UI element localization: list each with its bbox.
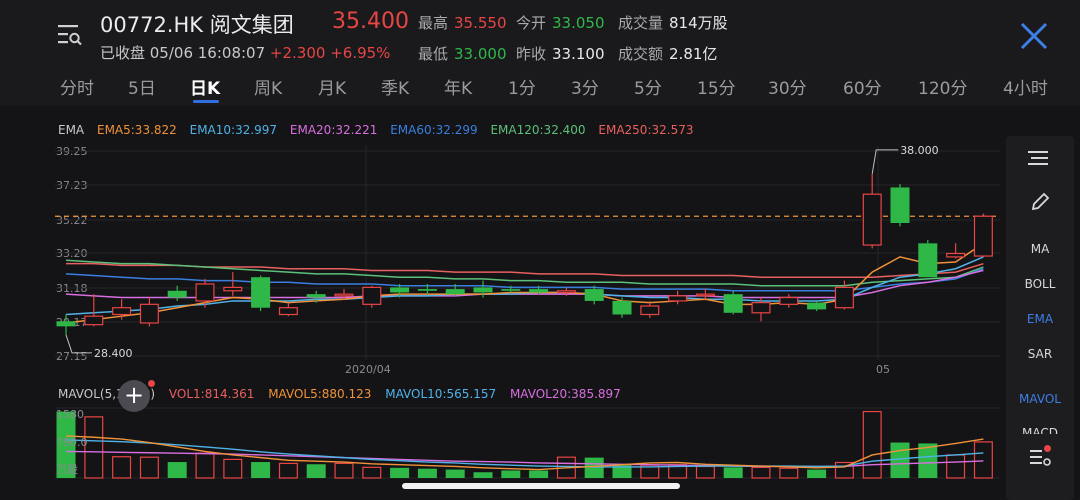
vol-tick: 1580 xyxy=(56,408,84,421)
notification-dot xyxy=(148,380,155,387)
stat-turnover: 成交额 2.81亿 xyxy=(618,45,718,63)
ema-legend: EMA EMA5:33.822 EMA10:32.997 EMA20:32.22… xyxy=(58,123,702,137)
period-tabs: 分时 5日 日K 周K 月K 季K 年K 1分 3分 5分 15分 30分 60… xyxy=(0,70,1080,106)
ema20-value: EMA20:32.221 xyxy=(289,123,378,137)
price-change-pct: +6.95% xyxy=(330,44,391,62)
ema5-value: EMA5:33.822 xyxy=(96,123,177,137)
x-tick: 05 xyxy=(876,363,890,376)
ema-label: EMA xyxy=(58,123,85,137)
settings-notification-dot xyxy=(1044,445,1051,452)
chart-area[interactable] xyxy=(0,106,1080,500)
tab-3min[interactable]: 3分 xyxy=(571,79,599,99)
last-price: 35.400 xyxy=(332,9,409,34)
side-ema[interactable]: EMA xyxy=(1026,312,1054,326)
tab-120min[interactable]: 120分 xyxy=(918,79,968,99)
x-tick: 2020/04 xyxy=(345,363,391,376)
stock-title: 00772.HK 阅文集团 xyxy=(100,13,294,37)
quote-header: 00772.HK 阅文集团 35.400 已收盘 05/06 16:08:07 … xyxy=(0,0,1080,70)
indicator-sidebar: MA BOLL EMA SAR MAVOL MACD xyxy=(1006,136,1074,500)
tab-4hour[interactable]: 4小时 xyxy=(1003,79,1048,99)
stat-open: 今开 33.050 xyxy=(516,14,605,32)
mavol10-value: MAVOL10:565.157 xyxy=(385,387,497,401)
y-tick: 37.23 xyxy=(56,179,88,192)
pencil-icon[interactable] xyxy=(1030,192,1050,212)
lines-icon[interactable] xyxy=(1028,150,1050,166)
tab-5min[interactable]: 5分 xyxy=(634,79,662,99)
side-sar[interactable]: SAR xyxy=(1027,347,1053,361)
y-tick: 31.18 xyxy=(56,282,88,295)
tab-yearly-k[interactable]: 年K xyxy=(444,79,473,99)
vol-tick: 790.0 xyxy=(56,436,88,449)
settings-list-icon[interactable] xyxy=(1030,448,1052,468)
tab-daily-k[interactable]: 日K xyxy=(190,79,221,99)
add-indicator-button[interactable]: + xyxy=(118,380,150,412)
ema120-value: EMA120:32.400 xyxy=(490,123,586,137)
tab-5day[interactable]: 5日 xyxy=(128,79,156,99)
stat-volume: 成交量 814万股 xyxy=(618,14,728,32)
status-time: 已收盘 05/06 16:08:07 xyxy=(100,44,266,62)
tab-15min[interactable]: 15分 xyxy=(697,79,736,99)
market-status: 已收盘 05/06 16:08:07 +2.300 +6.95% xyxy=(100,42,390,63)
ema60-value: EMA60:32.299 xyxy=(390,123,478,137)
close-icon[interactable] xyxy=(1018,20,1050,52)
ema10-value: EMA10:32.997 xyxy=(189,123,278,137)
vol-unit: 万股 xyxy=(56,463,78,476)
price-change: +2.300 xyxy=(269,44,326,62)
tab-weekly-k[interactable]: 周K xyxy=(254,79,283,99)
ema250-value: EMA250:32.573 xyxy=(598,123,694,137)
y-tick: 33.20 xyxy=(56,247,88,260)
tab-monthly-k[interactable]: 月K xyxy=(318,79,347,99)
mavol-legend: MAVOL(5,10,20) VOL1:814.361 MAVOL5:880.1… xyxy=(58,387,631,401)
active-tab-indicator xyxy=(193,100,219,103)
list-search-icon[interactable] xyxy=(58,24,82,46)
tab-30min[interactable]: 30分 xyxy=(768,79,807,99)
tab-1min[interactable]: 1分 xyxy=(508,79,536,99)
y-tick: 39.25 xyxy=(56,145,88,158)
mavol20-value: MAVOL20:385.897 xyxy=(509,387,621,401)
mavol5-value: MAVOL5:880.123 xyxy=(268,387,372,401)
tab-quarterly-k[interactable]: 季K xyxy=(381,79,410,99)
tab-intraday[interactable]: 分时 xyxy=(60,79,94,99)
y-tick: 29.17 xyxy=(56,316,88,329)
side-macd[interactable]: MACD xyxy=(1022,426,1058,434)
side-ma[interactable]: MA xyxy=(1030,242,1050,256)
vol-value: VOL1:814.361 xyxy=(168,387,255,401)
tab-60min[interactable]: 60分 xyxy=(843,79,882,99)
side-mavol[interactable]: MAVOL xyxy=(1019,392,1061,406)
stat-low: 最低 33.000 xyxy=(418,45,507,63)
stat-high: 最高 35.550 xyxy=(418,14,507,32)
y-tick: 27.15 xyxy=(56,350,88,363)
home-indicator xyxy=(402,483,680,489)
side-boll[interactable]: BOLL xyxy=(1024,277,1056,291)
stat-prev-close: 昨收 33.100 xyxy=(516,45,605,63)
y-tick: 35.22 xyxy=(56,214,88,227)
